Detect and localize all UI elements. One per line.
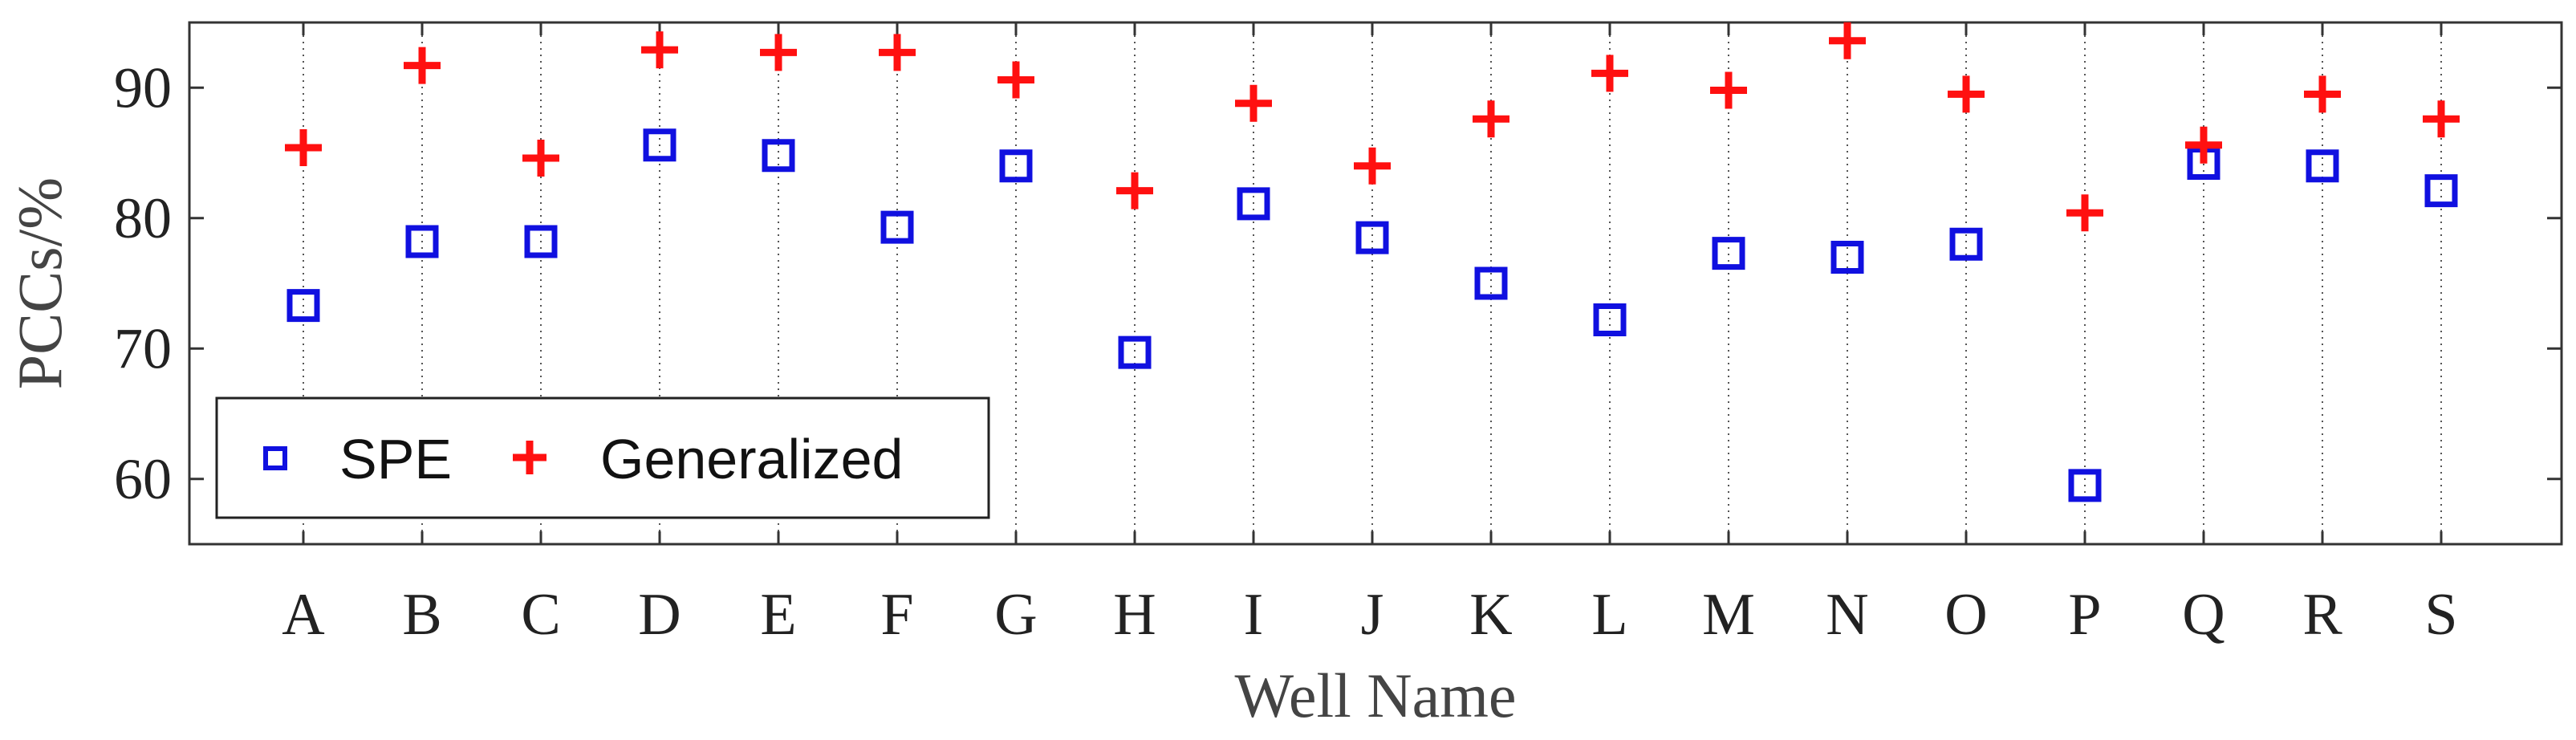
spe-point-a (286, 289, 320, 323)
generalized-point-d (641, 31, 678, 69)
series-layer (285, 22, 2460, 502)
spe-point-c (524, 225, 558, 258)
generalized-point-j (1354, 147, 1391, 185)
x-tick-label-k: K (1469, 582, 1512, 648)
x-tick-label-s: S (2424, 582, 2457, 648)
x-tick-label-a: A (282, 582, 324, 648)
spe-point-j (1355, 221, 1389, 254)
spe-point-r (2306, 149, 2339, 183)
spe-point-b (405, 225, 439, 258)
legend-marker-spe (263, 446, 287, 470)
spe-point-s (2424, 174, 2458, 208)
spe-point-k (1474, 266, 1508, 300)
legend-marker-generalized (513, 441, 546, 474)
x-tick-label-o: O (1944, 582, 1987, 648)
y-tick-label-60: 60 (114, 447, 172, 511)
x-tick-label-g: G (994, 582, 1037, 648)
spe-point-e (762, 139, 795, 173)
plot-frame (188, 21, 2563, 546)
x-tick-label-n: N (1826, 582, 1868, 648)
x-tick-label-p: P (2068, 582, 2101, 648)
legend-label-spe: SPE (339, 428, 452, 490)
generalized-point-n (1829, 22, 1866, 59)
legend-label-generalized: Generalized (600, 428, 903, 490)
legend: SPE Generalized (215, 396, 990, 519)
y-axis: 60 70 80 90 (114, 55, 2562, 511)
generalized-point-k (1473, 100, 1509, 138)
y-axis-title: PCCs/% (5, 177, 75, 389)
series-generalized (285, 22, 2460, 232)
x-axis-title: Well Name (1234, 661, 1516, 730)
y-tick-label-90: 90 (114, 55, 172, 120)
series-spe (286, 128, 2458, 502)
x-tick-label-b: B (402, 582, 441, 648)
x-axis: A B C D E F G H I J K L M N O P Q R S (282, 22, 2458, 648)
generalized-point-g (997, 61, 1034, 99)
generalized-point-b (404, 47, 441, 84)
x-tick-label-i: I (1244, 582, 1264, 648)
spe-point-o (1949, 227, 1983, 261)
spe-point-n (1830, 241, 1864, 274)
spe-point-m (1712, 237, 1745, 270)
generalized-point-r (2304, 75, 2341, 113)
generalized-point-l (1591, 55, 1628, 92)
generalized-point-i (1235, 84, 1272, 122)
x-tick-label-q: Q (2182, 582, 2225, 648)
generalized-point-h (1116, 172, 1153, 209)
y-tick-label-80: 80 (114, 186, 172, 250)
generalized-point-q (2185, 126, 2222, 164)
legend-box (215, 396, 990, 519)
generalized-point-p (2066, 194, 2103, 232)
spe-point-d (643, 128, 677, 162)
x-tick-label-r: R (2302, 582, 2342, 648)
generalized-point-s (2423, 100, 2460, 138)
spe-point-g (999, 149, 1033, 183)
generalized-point-o (1948, 75, 1985, 113)
generalized-point-a (285, 129, 322, 166)
x-tick-label-h: H (1113, 582, 1156, 648)
x-tick-label-c: C (521, 582, 560, 648)
x-tick-label-d: D (638, 582, 681, 648)
spe-point-p (2068, 469, 2102, 502)
spe-point-i (1237, 187, 1270, 221)
x-tick-label-j: J (1361, 582, 1384, 648)
generalized-point-c (522, 140, 559, 177)
generalized-point-m (1710, 71, 1747, 109)
generalized-point-f (879, 34, 916, 71)
spe-point-l (1593, 303, 1627, 336)
generalized-point-e (760, 34, 797, 71)
spe-point-h (1118, 335, 1152, 369)
spe-point-f (880, 210, 914, 244)
x-tick-label-f: F (880, 582, 913, 648)
x-tick-label-l: L (1591, 582, 1627, 648)
x-tick-label-e: E (760, 582, 796, 648)
y-tick-label-70: 70 (114, 316, 172, 380)
x-tick-label-m: M (1702, 582, 1755, 648)
